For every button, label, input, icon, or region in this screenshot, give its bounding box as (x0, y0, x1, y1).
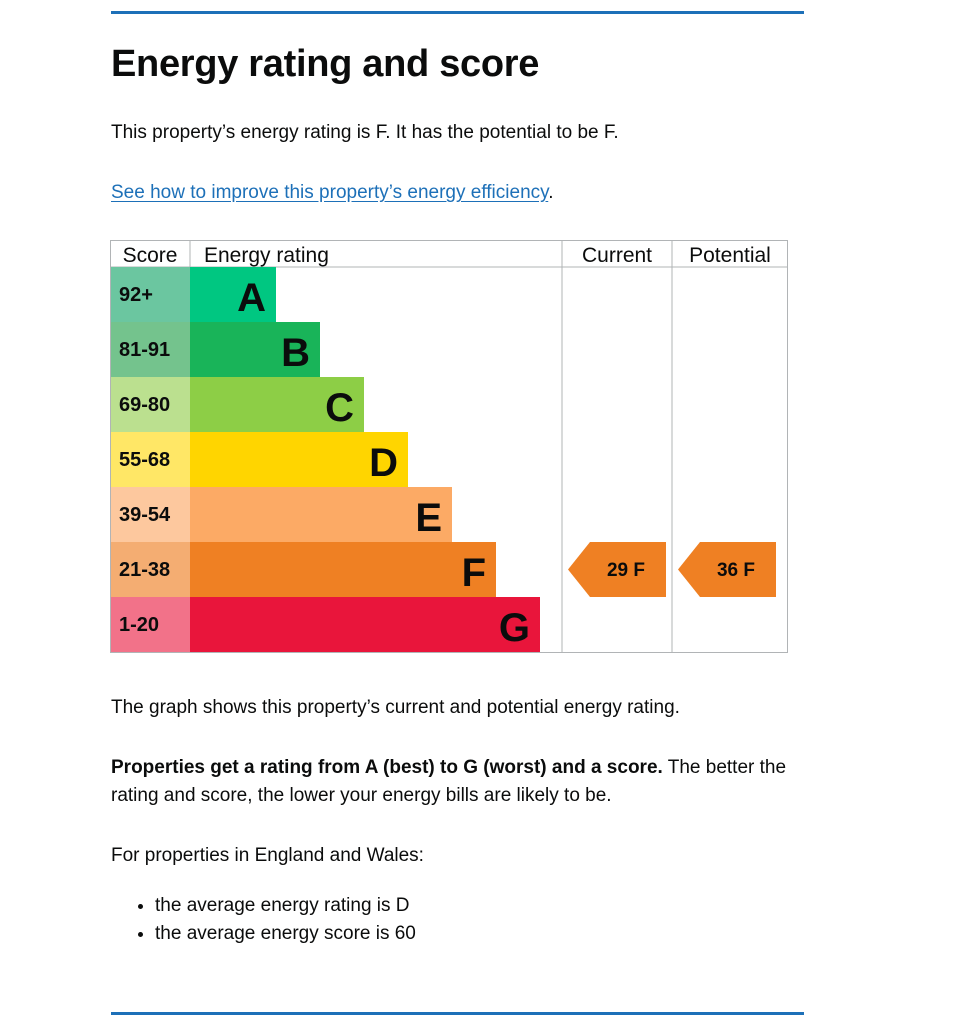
score-range-b: 81-91 (119, 339, 170, 361)
averages-list: the average energy rating is D the avera… (111, 892, 416, 948)
improve-efficiency-link[interactable]: See how to improve this property’s energ… (111, 182, 549, 203)
average-rating-item: the average energy rating is D (155, 892, 416, 920)
graph-explanation: The graph shows this property’s current … (111, 697, 680, 718)
potential-rating-label: 36 F (717, 560, 755, 581)
rating-bar-d (190, 432, 408, 487)
rating-bar-g (190, 597, 540, 652)
score-range-f: 21-38 (119, 559, 170, 581)
rating-letter-g: G (499, 606, 530, 650)
current-rating-label: 29 F (607, 560, 645, 581)
rating-letter-b: B (281, 331, 310, 375)
rating-bar-f (190, 542, 496, 597)
score-cell-g (111, 597, 190, 652)
score-cell-d (111, 432, 190, 487)
rating-bar-b (190, 322, 320, 377)
average-score-item: the average energy score is 60 (155, 920, 416, 948)
england-wales-text: For properties in England and Wales: (111, 845, 424, 866)
properties-bold-text: Properties get a rating from A (best) to… (111, 757, 663, 778)
score-cell-a (111, 267, 190, 322)
improve-paragraph: See how to improve this property’s energ… (111, 179, 811, 207)
current-rating-arrow (568, 542, 666, 597)
top-divider (111, 11, 804, 14)
score-cell-e (111, 487, 190, 542)
rating-letter-f: F (462, 551, 486, 595)
rating-letter-c: C (325, 386, 354, 430)
column-header-score: Score (123, 244, 178, 267)
score-cell-c (111, 377, 190, 432)
column-header-potential: Potential (689, 244, 771, 267)
properties-explanation: Properties get a rating from A (best) to… (111, 754, 811, 810)
rating-letter-a: A (237, 276, 266, 320)
rating-letter-d: D (369, 441, 398, 485)
page-title: Energy rating and score (111, 43, 540, 85)
potential-rating-arrow (678, 542, 776, 597)
column-header-current: Current (582, 244, 652, 267)
column-header-energy-rating: Energy rating (204, 244, 329, 267)
score-cell-b (111, 322, 190, 377)
rating-bar-e (190, 487, 452, 542)
rating-letter-e: E (415, 496, 442, 540)
score-range-a: 92+ (119, 284, 153, 306)
rating-bar-c (190, 377, 364, 432)
properties-rest-text: The better the rating and score, the low… (111, 757, 787, 806)
rating-bar-a (190, 267, 276, 322)
score-range-e: 39-54 (119, 504, 171, 526)
score-range-d: 55-68 (119, 449, 170, 471)
energy-rating-chart: Score Energy rating Current Potential 92+ A 81… (110, 240, 788, 653)
link-suffix: . (548, 182, 554, 203)
score-range-g: 1-20 (119, 614, 159, 636)
score-range-c: 69-80 (119, 394, 170, 416)
score-cell-f (111, 542, 190, 597)
bottom-divider (111, 1012, 804, 1015)
rating-summary: This property’s energy rating is F. It h… (111, 122, 619, 143)
